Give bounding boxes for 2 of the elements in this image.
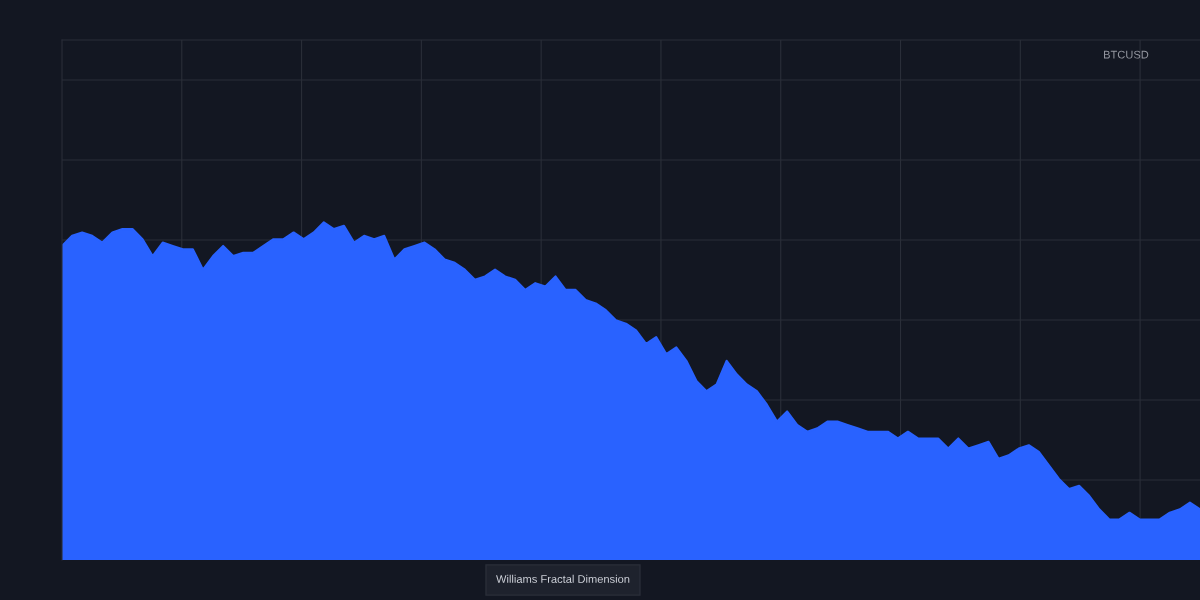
text: BTCUSD <box>1104 50 1149 59</box>
text: Williams Fractal Dimension <box>496 574 630 583</box>
